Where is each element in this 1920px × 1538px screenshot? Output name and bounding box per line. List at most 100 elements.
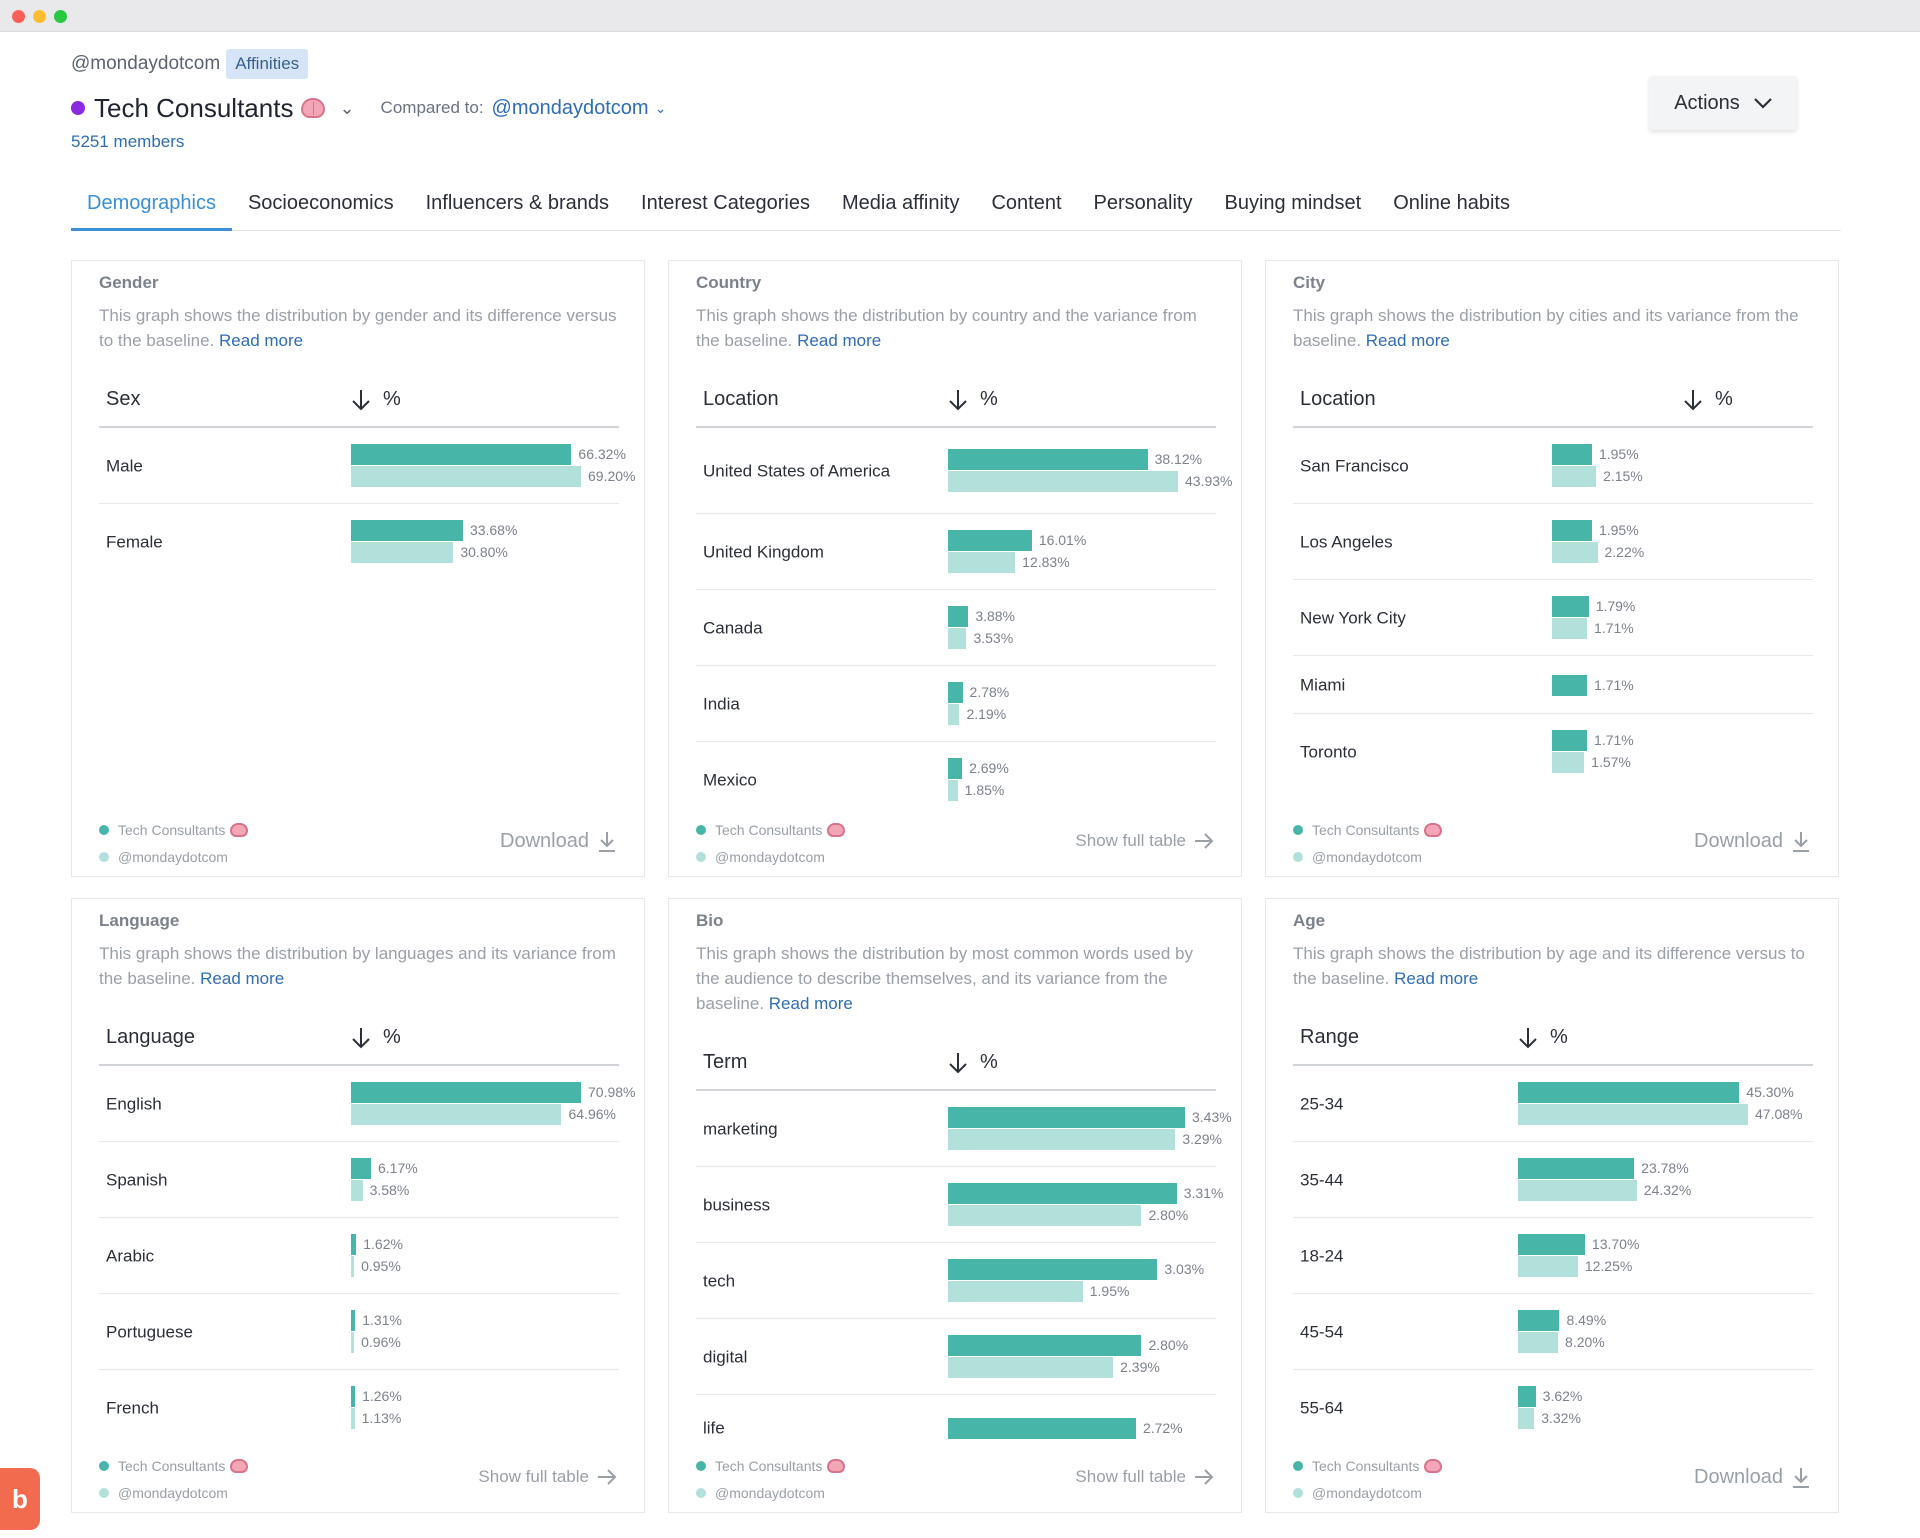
compared-to-chevron-icon[interactable]: ⌄: [654, 99, 667, 116]
brain-icon: [230, 1458, 249, 1473]
tab-personality[interactable]: Personality: [1093, 192, 1193, 214]
audience-value: 1.62%: [363, 1236, 403, 1252]
baseline-bar: [948, 552, 1016, 573]
percent-header-label: %: [980, 1051, 998, 1073]
tab-content[interactable]: Content: [991, 192, 1062, 214]
baseline-bar: [1518, 1104, 1748, 1125]
sort-percent-header[interactable]: %: [948, 388, 998, 411]
baseline-bar: [1552, 466, 1597, 487]
baseline-bar: [948, 1357, 1114, 1378]
row-label: New York City: [1300, 608, 1406, 627]
baseline-bar: [1552, 618, 1588, 639]
baseline-value: 24.32%: [1643, 1182, 1692, 1198]
tab-buying-mindset[interactable]: Buying mindset: [1224, 192, 1362, 214]
tab-media-affinity[interactable]: Media affinity: [842, 192, 960, 214]
audience-dropdown-chevron-icon[interactable]: ⌄: [339, 97, 355, 118]
legend-item-audience: Tech Consultants: [696, 816, 846, 843]
audience-bar: [948, 1259, 1158, 1280]
column-header-label: Location: [1300, 388, 1376, 410]
legend-item-baseline: @mondaydotcom: [1293, 1479, 1442, 1506]
percent-header-label: %: [383, 388, 401, 410]
read-more-link[interactable]: Read more: [768, 994, 853, 1013]
baseline-value: 1.85%: [964, 782, 1005, 798]
download-label: Download: [500, 830, 589, 852]
sort-percent-header[interactable]: %: [351, 388, 401, 411]
actions-button[interactable]: Actions: [1649, 76, 1797, 130]
read-more-link[interactable]: Read more: [1394, 969, 1479, 988]
maximize-window-button[interactable]: [54, 10, 67, 23]
audience-value: 45.30%: [1746, 1084, 1794, 1100]
read-more-link[interactable]: Read more: [200, 969, 285, 988]
sort-percent-header[interactable]: %: [948, 1051, 998, 1074]
show-full-table-link[interactable]: Show full table: [1075, 830, 1214, 852]
legend-swatch-audience: [99, 1460, 109, 1471]
close-window-button[interactable]: [12, 10, 25, 23]
table-row: 45-54 8.49% 8.20%: [1293, 1294, 1813, 1370]
sort-percent-header[interactable]: %: [351, 1026, 401, 1049]
legend-label-audience: Tech Consultants: [1312, 821, 1420, 838]
show-full-table-link[interactable]: Show full table: [1075, 1466, 1214, 1488]
chart-legend: Tech Consultants @mondaydotcom: [1293, 816, 1443, 870]
brain-icon: [301, 98, 326, 118]
table-row: digital 2.80% 2.39%: [696, 1319, 1216, 1395]
legend-label-baseline: @mondaydotcom: [1312, 1484, 1422, 1501]
sort-percent-header[interactable]: %: [1683, 388, 1733, 411]
card-title: City: [1293, 273, 1326, 292]
audience-bar: [948, 758, 963, 779]
row-label: United Kingdom: [703, 542, 824, 561]
tab-interest-categories[interactable]: Interest Categories: [641, 192, 810, 214]
audience-bar: [351, 1386, 356, 1407]
baseline-value: 47.08%: [1755, 1106, 1803, 1122]
download-button[interactable]: Download: [1694, 830, 1811, 853]
tab-influencers-brands[interactable]: Influencers & brands: [425, 192, 610, 214]
members-count[interactable]: 5251 members: [71, 132, 185, 151]
compared-to-selector[interactable]: @mondaydotcom: [491, 96, 649, 119]
legend-item-audience: Tech Consultants: [1293, 1452, 1443, 1479]
sort-percent-header[interactable]: %: [1518, 1026, 1568, 1049]
compared-to-label: Compared to:: [380, 98, 484, 117]
legend-swatch-audience: [99, 824, 109, 835]
card-title: Gender: [99, 273, 159, 292]
read-more-link[interactable]: Read more: [797, 331, 882, 350]
read-more-link[interactable]: Read more: [1365, 331, 1450, 350]
baseline-value: 2.80%: [1148, 1207, 1189, 1223]
audience-value: 23.78%: [1641, 1160, 1689, 1176]
legend-label-audience: Tech Consultants: [1312, 1457, 1420, 1474]
card-city: City This graph shows the distribution by…: [1265, 260, 1839, 877]
audience-value: 1.95%: [1598, 446, 1639, 462]
help-widget-button[interactable]: b: [0, 1468, 40, 1530]
baseline-bar: [948, 1129, 1176, 1150]
legend-item-audience: Tech Consultants: [696, 1452, 846, 1479]
table-header: Term%: [696, 1036, 1216, 1091]
download-button[interactable]: Download: [500, 830, 617, 853]
show-full-table-link[interactable]: Show full table: [478, 1466, 617, 1488]
tab-demographics[interactable]: Demographics: [71, 178, 232, 231]
download-icon: [599, 831, 615, 852]
column-header-label: Range: [1300, 1026, 1359, 1048]
table-row: 25-34 45.30% 47.08%: [1293, 1066, 1813, 1142]
brain-icon: [827, 822, 846, 837]
legend-swatch-baseline: [99, 851, 109, 862]
download-button[interactable]: Download: [1694, 1466, 1811, 1489]
table-row: Male 66.32% 69.20%: [99, 428, 635, 504]
table-header: Sex%: [99, 373, 619, 428]
card-title: Bio: [696, 911, 724, 930]
baseline-value: 2.15%: [1603, 468, 1643, 484]
card-description: This graph shows the distribution by mos…: [696, 941, 1216, 1016]
read-more-link[interactable]: Read more: [219, 331, 304, 350]
audience-color-dot: [71, 101, 85, 115]
audience-bar: [1552, 730, 1588, 751]
baseline-bar: [1518, 1332, 1559, 1353]
column-header-label: Sex: [106, 388, 141, 410]
audience-value: 33.68%: [469, 522, 518, 538]
baseline-value: 2.22%: [1604, 544, 1645, 560]
audience-bar: [948, 682, 963, 703]
audience-value: 38.12%: [1154, 451, 1203, 467]
baseline-bar: [351, 1180, 363, 1201]
minimize-window-button[interactable]: [33, 10, 46, 23]
tab-online-habits[interactable]: Online habits: [1393, 192, 1510, 214]
description-text: This graph shows the distribution by mos…: [696, 944, 1194, 1013]
audience-bar: [351, 520, 463, 541]
table-row: Portuguese 1.31% 0.96%: [99, 1294, 619, 1370]
tab-socioeconomics[interactable]: Socioeconomics: [247, 192, 394, 214]
